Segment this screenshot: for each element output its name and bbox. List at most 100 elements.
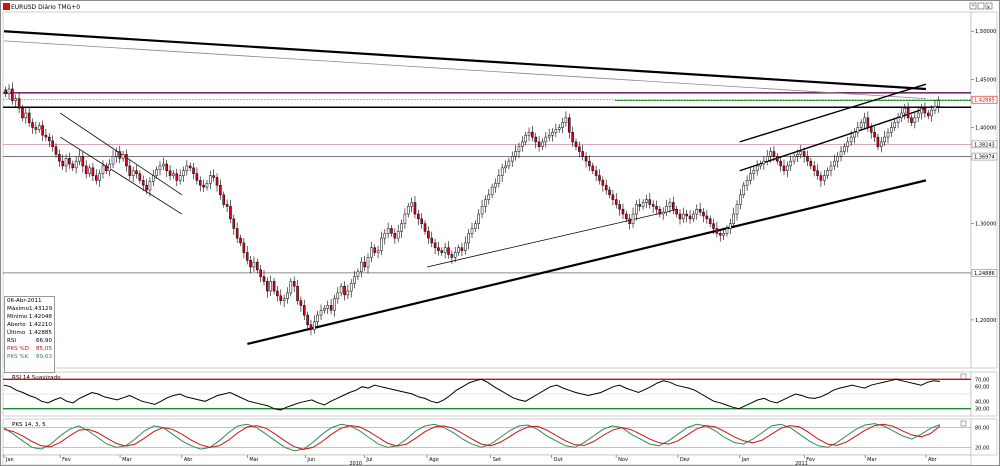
candle-body xyxy=(286,292,289,299)
stoch-pane-button[interactable] xyxy=(960,420,967,427)
candle xyxy=(148,177,152,197)
candle xyxy=(222,191,226,208)
candle-body xyxy=(94,175,98,181)
candle-body xyxy=(846,141,850,147)
candle-body xyxy=(125,154,128,167)
candle-body xyxy=(256,261,259,271)
candle-body xyxy=(883,136,886,143)
candle xyxy=(121,151,125,162)
candle xyxy=(668,198,672,213)
candle-body xyxy=(336,292,340,299)
candle-body xyxy=(628,218,631,224)
candle xyxy=(531,125,534,142)
candle xyxy=(464,236,467,255)
stoch-axis xyxy=(970,418,998,456)
candle-body xyxy=(762,160,766,165)
candle xyxy=(705,210,709,224)
candle xyxy=(789,155,792,171)
candle-body xyxy=(601,180,605,186)
candle-body xyxy=(510,156,514,162)
price-label: 1,38243 xyxy=(971,140,998,148)
candle-body xyxy=(564,117,568,123)
candle xyxy=(759,160,762,170)
time-year-label: 2010 xyxy=(349,461,362,466)
data-window-label: Mínimo xyxy=(7,314,28,320)
rsi-pane-button[interactable] xyxy=(960,373,967,380)
candle-body xyxy=(383,233,387,239)
candle xyxy=(614,193,618,209)
candle xyxy=(812,161,816,177)
candle-body xyxy=(245,252,249,261)
candle-body xyxy=(172,173,175,176)
candle-body xyxy=(802,151,806,157)
candle xyxy=(776,152,779,165)
candle xyxy=(105,162,108,175)
data-window-label: Aberto xyxy=(7,322,26,328)
candle-body xyxy=(178,175,182,181)
candle-body xyxy=(259,269,262,277)
candle-body xyxy=(880,141,883,147)
candle-body xyxy=(900,112,903,119)
candle-body xyxy=(192,167,195,174)
candle-body xyxy=(651,204,655,207)
candle-body xyxy=(7,88,11,95)
candle-body xyxy=(219,184,222,196)
candle-body xyxy=(205,183,209,188)
candle-body xyxy=(759,163,762,167)
trendline xyxy=(3,30,927,91)
candle-body xyxy=(437,247,440,251)
candle xyxy=(551,128,554,142)
candle xyxy=(198,176,202,192)
candle-body xyxy=(799,151,803,155)
stoch-pane[interactable] xyxy=(2,418,972,456)
time-tick-label: Out xyxy=(554,457,563,463)
candle xyxy=(403,208,407,229)
collapse-button[interactable] xyxy=(969,2,977,10)
candle xyxy=(239,234,242,247)
price-pane[interactable] xyxy=(2,11,972,369)
candle xyxy=(138,170,142,184)
candle xyxy=(84,160,88,179)
price-label-text: 1,24886 xyxy=(974,271,995,277)
candle-body xyxy=(722,233,725,236)
candle xyxy=(675,205,678,218)
candle-body xyxy=(591,165,595,172)
candle xyxy=(192,162,195,180)
candle-body xyxy=(869,127,873,133)
close-icon: x xyxy=(987,4,990,10)
candle-body xyxy=(460,247,464,251)
candle xyxy=(510,151,514,167)
candle-body xyxy=(68,157,71,165)
data-window-row: Máximo 1,43129 xyxy=(5,305,54,313)
data-window-label: Último xyxy=(7,330,26,336)
candle xyxy=(336,287,340,304)
candle-body xyxy=(115,151,118,157)
candle-body xyxy=(581,151,584,157)
candle-body xyxy=(145,184,148,191)
candle xyxy=(427,226,430,244)
candle-body xyxy=(859,122,863,128)
candle xyxy=(537,136,541,152)
candle-body xyxy=(531,132,534,138)
candle-body xyxy=(708,218,712,224)
price-tick-label: 1,40000 xyxy=(975,125,996,131)
candle-body xyxy=(252,261,256,268)
candle-body xyxy=(413,202,417,215)
price-tick-label: 1,30000 xyxy=(975,222,996,228)
candle xyxy=(866,111,870,132)
candle xyxy=(769,147,772,163)
candle-body xyxy=(477,213,480,224)
candle-body xyxy=(215,177,219,186)
candle-body xyxy=(598,175,601,181)
candle-body xyxy=(618,204,621,210)
close-button[interactable] xyxy=(985,2,993,10)
candle-body xyxy=(688,215,692,220)
maximize-button[interactable] xyxy=(977,2,985,10)
candle-body xyxy=(608,189,611,196)
candle xyxy=(356,268,360,280)
data-window-row: Último 1,42885 xyxy=(5,329,54,337)
candle xyxy=(302,299,306,320)
candle xyxy=(64,154,68,173)
data-window-label: PKS %K xyxy=(7,354,29,360)
